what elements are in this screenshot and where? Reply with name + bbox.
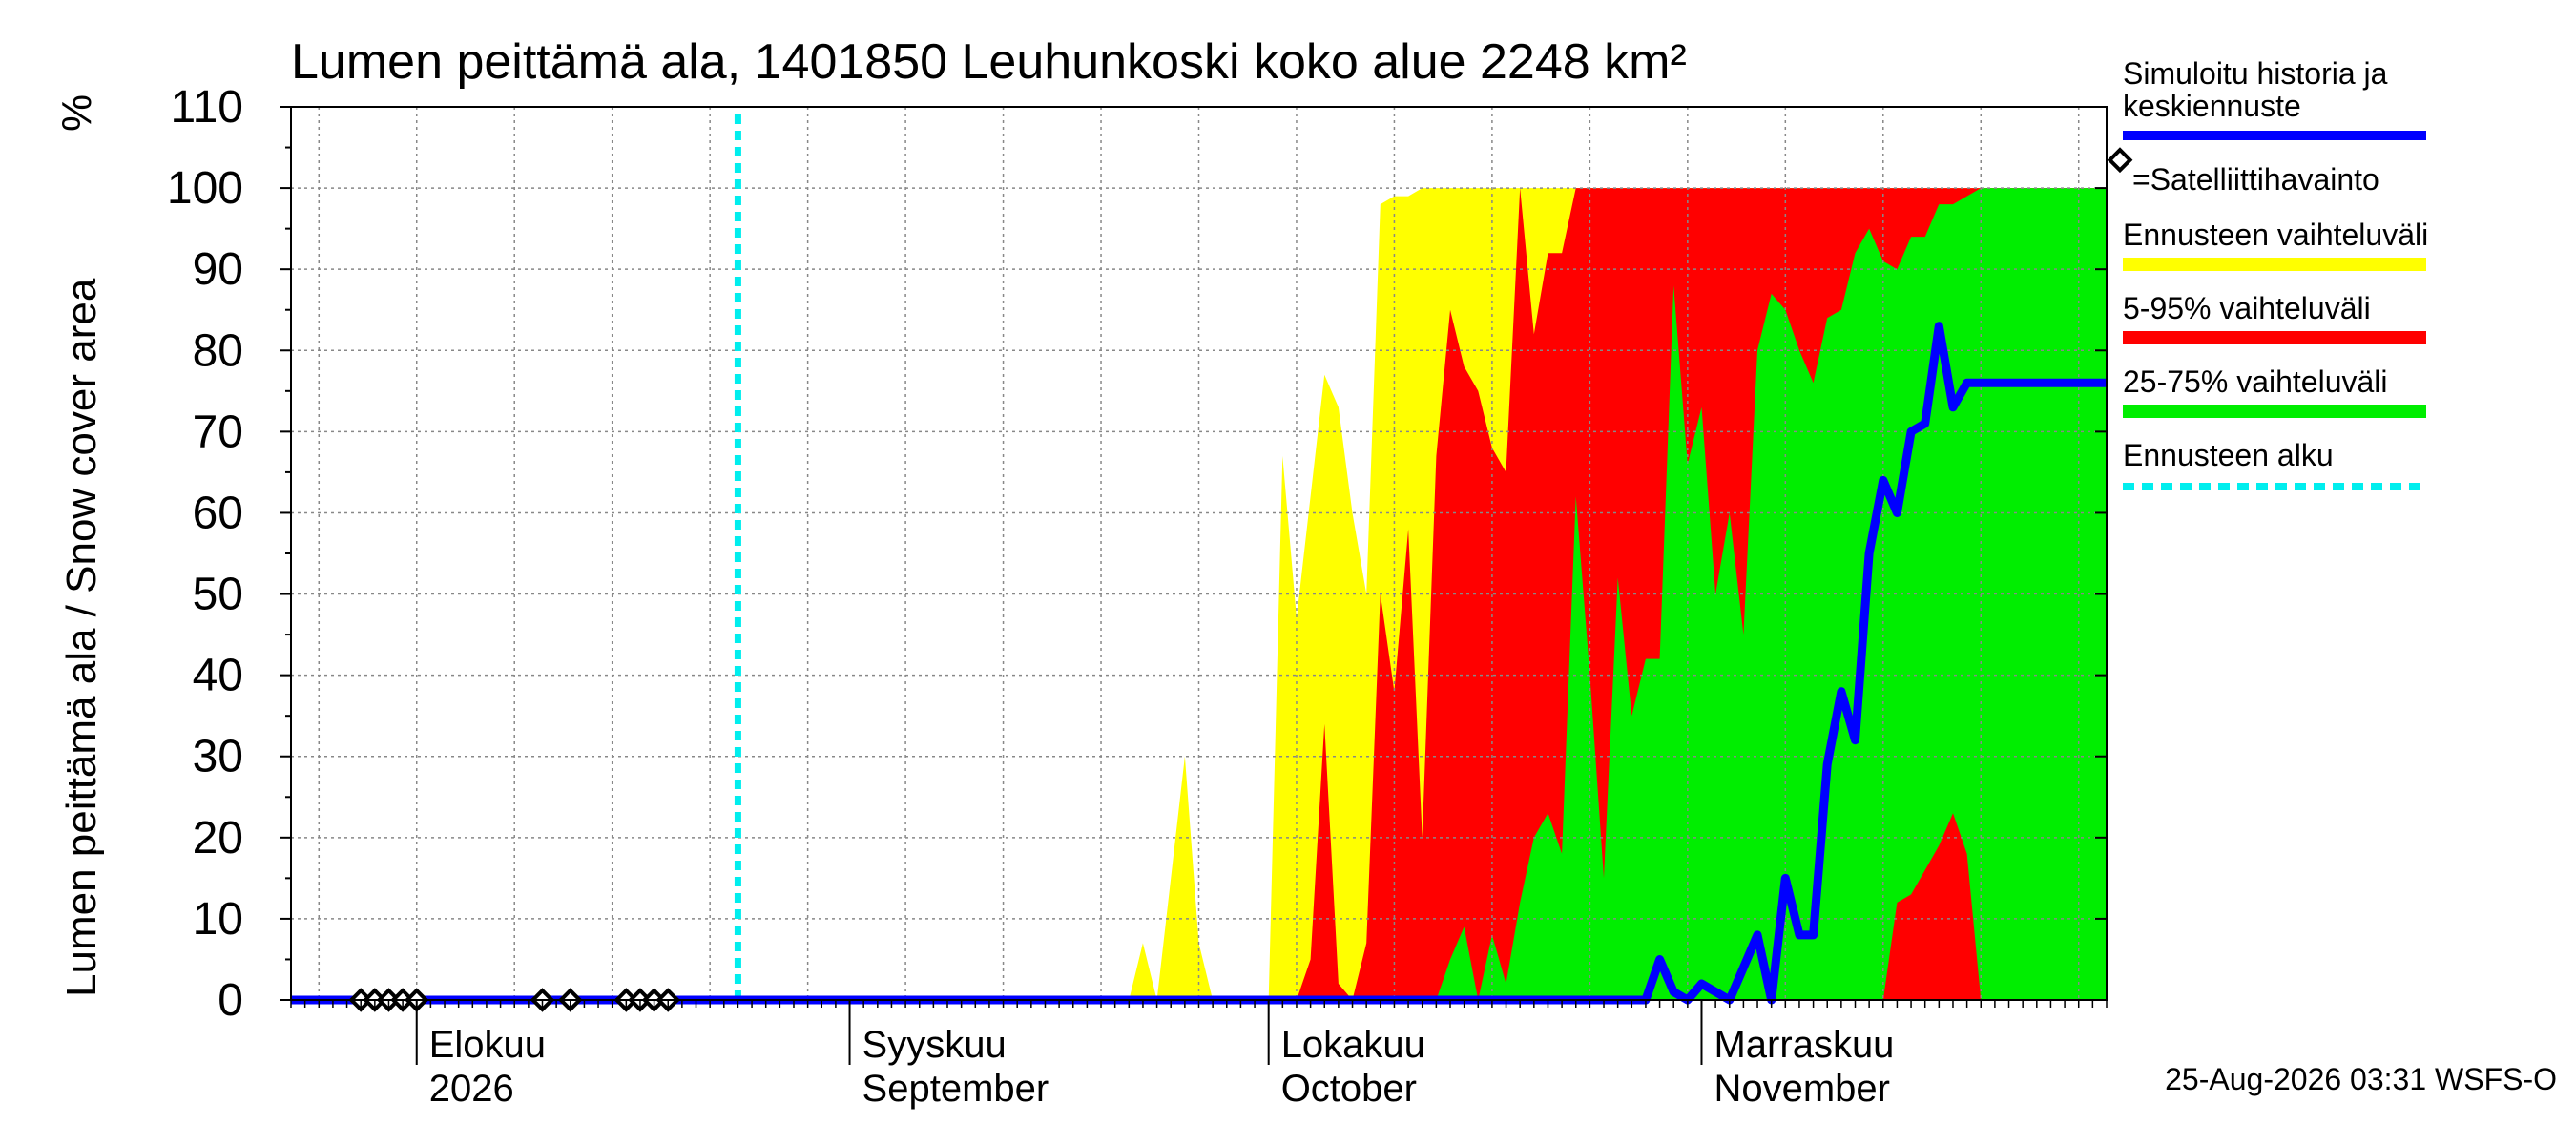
timestamp: 25-Aug-2026 03:31 WSFS-O: [2165, 1062, 2557, 1096]
y-tick-label: 60: [193, 488, 243, 538]
legend-median-label-line1: Simuloitu historia ja: [2123, 56, 2388, 91]
y-tick-label: 0: [218, 975, 243, 1026]
chart-marks: [291, 114, 2107, 1012]
y-axis-label: Lumen peittämä ala / Snow cover area: [58, 278, 105, 997]
median-line: [291, 322, 2107, 1005]
legend-satellite-marker: [2107, 147, 2133, 174]
legend-p5-95-label: 5-95% vaihteluväli: [2123, 291, 2371, 325]
y-tick-label: 100: [167, 163, 243, 214]
y-tick-label: 90: [193, 244, 243, 295]
y-tick-label: 70: [193, 406, 243, 457]
x-month-sublabel: November: [1714, 1068, 1890, 1110]
legend-p25-75-label: 25-75% vaihteluväli: [2123, 364, 2388, 399]
x-month-sublabel: 2026: [429, 1068, 514, 1110]
legend-median-label-line2: keskiennuste: [2123, 89, 2301, 123]
y-tick-label: 110: [170, 82, 243, 133]
legend-range-label: Ennusteen vaihteluväli: [2123, 218, 2428, 252]
legend: Simuloitu historia ja keskiennuste =Sate…: [2107, 56, 2428, 490]
legend-satellite-label: =Satelliittihavainto: [2132, 162, 2379, 197]
y-tick-label: 10: [193, 894, 243, 945]
legend-forecast-start-label: Ennusteen alku: [2123, 438, 2334, 472]
x-month-label: Lokakuu: [1281, 1024, 1425, 1066]
area-p5-95-lower: [737, 813, 2107, 1000]
y-tick-label: 20: [193, 813, 243, 864]
y-tick-label: 50: [193, 570, 243, 620]
y-tick-label: 30: [193, 732, 243, 782]
x-month-label: Syyskuu: [862, 1024, 1007, 1066]
x-month-label: Marraskuu: [1714, 1024, 1894, 1066]
chart-title: Lumen peittämä ala, 1401850 Leuhunkoski …: [291, 34, 1687, 90]
y-axis-unit: %: [53, 94, 100, 132]
y-tick-label: 80: [193, 325, 243, 376]
y-tick-label: 40: [193, 651, 243, 701]
area-p25-75: [737, 188, 2107, 1001]
grid: [291, 106, 2107, 1000]
x-month-sublabel: September: [862, 1068, 1049, 1110]
x-month-label: Elokuu: [429, 1024, 546, 1066]
x-month-sublabel: October: [1281, 1068, 1417, 1110]
